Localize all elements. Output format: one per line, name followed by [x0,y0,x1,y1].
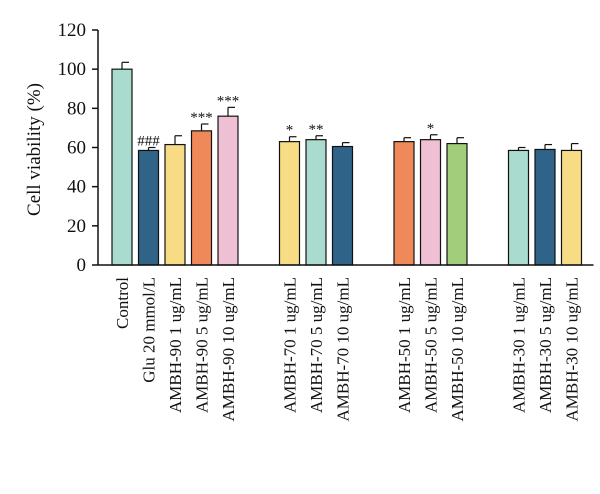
category-label: AMBH-90 1 ug/mL [166,277,185,413]
category-label: AMBH-90 10 ug/mL [219,277,238,422]
y-axis: 0 20 40 60 80 100 120 [58,20,99,276]
y-tick-label: 20 [67,216,86,237]
y-tick-label: 40 [67,177,86,198]
significance-label: ### [137,134,160,150]
bar [111,68,133,266]
bar [393,141,415,266]
significance-label: *** [217,93,240,109]
significance-label: ** [309,122,324,138]
bar [305,139,327,266]
bar [331,145,354,266]
y-tick-label: 80 [67,98,86,119]
bar [419,139,442,266]
category-label: AMBH-90 5 ug/mL [193,277,212,413]
category-label: AMBH-70 5 ug/mL [307,277,326,413]
bar [534,148,556,266]
significance-label: * [286,123,294,139]
bar [560,149,583,266]
y-tick-label: 100 [58,59,87,80]
bar [446,142,468,266]
bar [190,130,213,266]
y-axis-title: Cell viability (%) [24,83,45,216]
category-label: AMBH-70 1 ug/mL [281,277,300,413]
significance-label: * [427,121,435,137]
bar [137,149,160,266]
category-label: AMBH-30 5 ug/mL [536,277,555,413]
bar [164,143,186,266]
category-label: AMBH-50 5 ug/mL [422,277,441,413]
x-axis: Control Glu 20 mmol/L AMBH-90 1 ug/mL AMBH-… [98,264,594,422]
category-label: AMBH-50 1 ug/mL [395,277,414,413]
bar [507,149,530,266]
bar [217,115,239,266]
category-label: AMBH-70 10 ug/mL [334,277,353,422]
significance-label: *** [190,110,213,126]
y-tick-label: 60 [67,138,86,159]
category-label: AMBH-30 10 ug/mL [563,277,582,422]
category-label: AMBH-50 10 ug/mL [448,277,467,422]
y-tick-label: 120 [58,20,87,41]
bars: ###******* ** * [111,61,583,266]
category-label: Glu 20 mmol/L [140,277,159,383]
bar [278,141,301,266]
y-tick-label: 0 [77,255,87,276]
category-label: Control [113,277,132,329]
category-label: AMBH-30 1 ug/mL [510,277,529,413]
